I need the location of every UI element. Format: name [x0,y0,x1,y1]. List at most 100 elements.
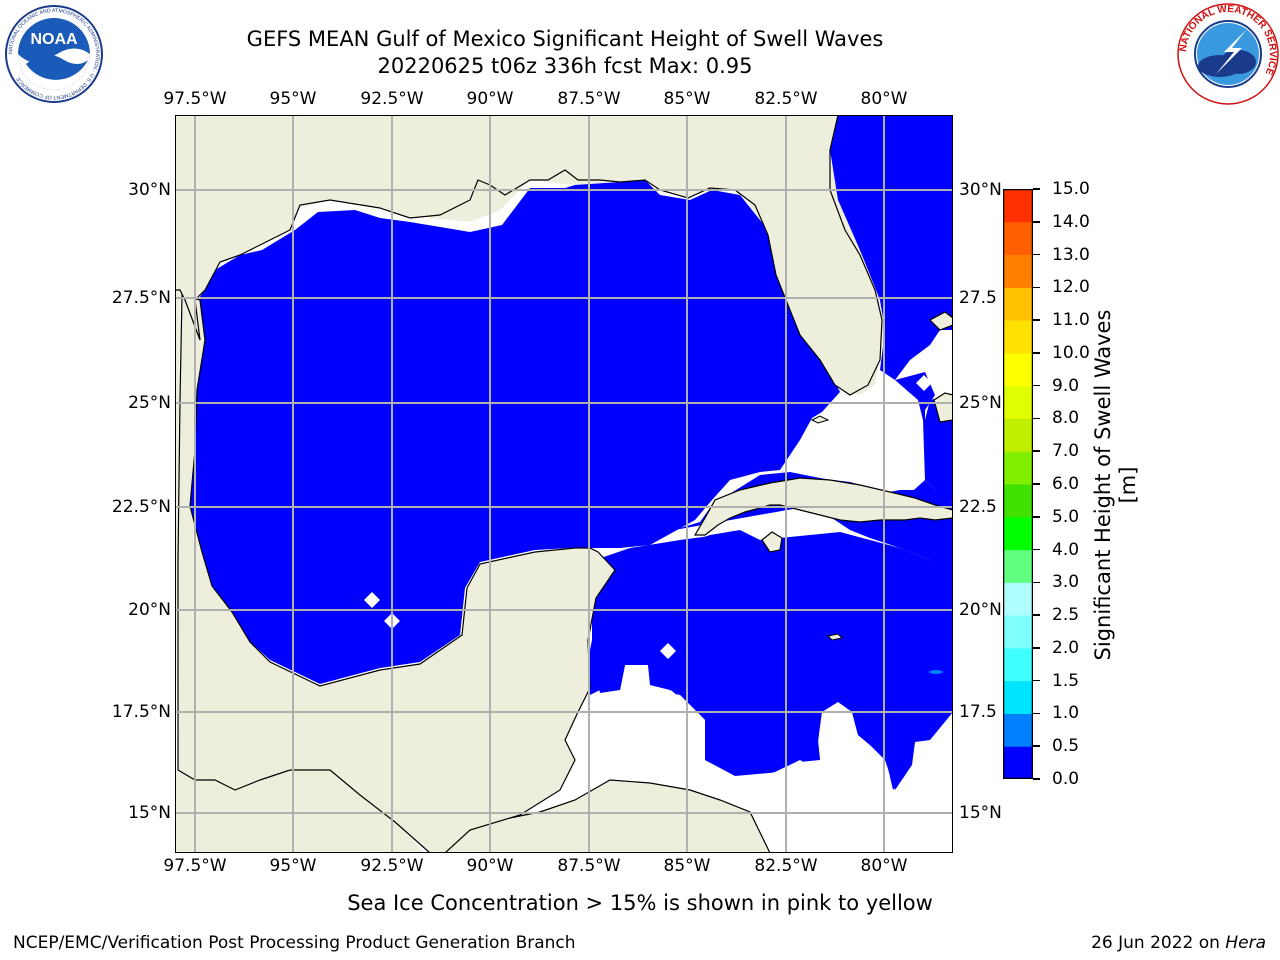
colorbar-segment [1003,254,1033,288]
colorbar-tick-mark [1033,581,1040,584]
colorbar-segment [1003,615,1033,649]
colorbar-segment [1003,549,1033,583]
colorbar-segment [1003,516,1033,551]
lat-label-left: 22.5°N [111,497,171,517]
colorbar-tick-label: 6.0 [1052,474,1080,494]
chart-subtitle: 20220625 t06z 336h fcst Max: 0.95 [377,54,753,78]
colorbar-tick-label: 3.0 [1052,572,1080,593]
lat-label-right: 22.5 [959,497,997,517]
lat-label-left: 30°N [128,180,171,200]
colorbar-tick-label: 10.0 [1052,342,1090,363]
lat-label-right: 17.5 [959,702,997,722]
svg-text:NOAA: NOAA [30,31,78,48]
lon-label-top: 97.5°W [163,89,227,109]
colorbar-tick-label: 1.5 [1052,670,1080,691]
lon-label-bottom: 87.5°W [557,856,621,876]
colorbar-segment [1003,352,1033,387]
colorbar-label: Significant Height of Swell Waves [m] [1091,309,1140,661]
lat-label-left: 25°N [128,393,171,413]
colorbar-tick-label: 7.0 [1052,441,1080,462]
colorbar-tick-label: 0.5 [1052,736,1080,757]
colorbar-segment [1003,582,1033,616]
colorbar-segment [1003,484,1033,518]
lon-label-top: 82.5°W [754,89,818,109]
colorbar-tick-mark [1033,417,1040,420]
colorbar-segment [1003,713,1033,747]
colorbar-tick-label: 4.0 [1052,539,1080,560]
colorbar-segment [1003,320,1033,354]
map-gridlines [175,115,953,853]
lat-label-right: 30°N [959,180,1002,200]
swell-height-map [175,115,953,853]
colorbar-tick-mark [1033,614,1040,616]
lon-label-top: 87.5°W [557,89,621,109]
colorbar-tick-mark [1033,516,1040,518]
colorbar-tick-mark [1033,483,1040,485]
colorbar-tick-mark [1033,221,1040,223]
machine-name: Hera [1225,933,1266,953]
nws-logo: NATIONAL WEATHER SERVICE [1177,3,1279,105]
colorbar-segment [1003,221,1033,256]
colorbar-segment [1003,287,1033,321]
lat-label-left: 15°N [128,803,171,823]
colorbar [1003,189,1033,779]
colorbar-segment [1003,189,1033,223]
colorbar-segment [1003,746,1033,779]
lon-label-bottom: 97.5°W [163,856,227,876]
lon-label-top: 95°W [269,89,317,109]
colorbar-tick-label: 2.0 [1052,637,1080,658]
colorbar-segment [1003,385,1033,419]
colorbar-frame [1003,189,1033,779]
lon-label-bottom: 95°W [269,856,317,876]
lat-label-left: 17.5°N [111,702,171,722]
lat-label-left: 27.5°N [111,288,171,308]
lon-label-bottom: 85°W [663,856,711,876]
lon-label-top: 80°W [860,89,908,109]
lat-label-right: 15°N [959,803,1002,823]
sea-ice-note: Sea Ice Concentration > 15% is shown in … [347,891,933,915]
colorbar-segment [1003,451,1033,485]
colorbar-tick-mark [1033,745,1040,747]
colorbar-tick-label: 11.0 [1052,310,1090,331]
colorbar-segment [1003,418,1033,452]
lon-label-bottom: 82.5°W [754,856,818,876]
noaa-logo: NOAA NATIONAL OCEANIC AND ATMOSPHERIC AD… [5,5,103,103]
colorbar-tick-mark [1033,679,1040,682]
colorbar-tick-mark [1033,319,1040,321]
colorbar-tick-label: 14.0 [1052,211,1090,232]
colorbar-tick-label: 9.0 [1052,375,1080,396]
colorbar-tick-label: 0.0 [1052,769,1080,789]
lon-label-bottom: 80°W [860,856,908,876]
lat-label-right: 27.5 [959,288,997,308]
colorbar-tick-mark [1033,548,1040,551]
colorbar-tick-label: 15.0 [1052,179,1090,199]
colorbar-tick-mark [1033,712,1040,715]
colorbar-tick-mark [1033,188,1040,190]
colorbar-tick-label: 5.0 [1052,506,1080,527]
colorbar-segment [1003,647,1033,682]
colorbar-tick-mark [1033,450,1040,452]
lat-label-right: 25°N [959,393,1002,413]
colorbar-tick-label: 8.0 [1052,408,1080,429]
colorbar-tick-mark [1033,253,1040,256]
lon-label-top: 92.5°W [360,89,424,109]
colorbar-tick-label: 13.0 [1052,244,1090,265]
colorbar-segment [1003,680,1033,714]
lon-label-top: 90°W [466,89,514,109]
lat-label-left: 20°N [128,600,171,620]
colorbar-tick-label: 1.0 [1052,703,1080,724]
chart-title: GEFS MEAN Gulf of Mexico Significant Hei… [246,27,884,51]
lat-label-right: 20°N [959,600,1002,620]
colorbar-tick-mark [1033,384,1040,387]
colorbar-tick-mark [1033,778,1040,780]
colorbar-tick-mark [1033,352,1040,354]
colorbar-tick-mark [1033,647,1040,649]
lon-label-top: 85°W [663,89,711,109]
colorbar-tick-label: 12.0 [1052,277,1090,298]
colorbar-tick-mark [1033,286,1040,289]
lon-label-bottom: 90°W [466,856,514,876]
lon-label-bottom: 92.5°W [360,856,424,876]
producer-credit: NCEP/EMC/Verification Post Processing Pr… [13,933,576,953]
run-date: 26 Jun 2022 on Hera [1091,933,1266,953]
colorbar-tick-label: 2.5 [1052,605,1080,626]
